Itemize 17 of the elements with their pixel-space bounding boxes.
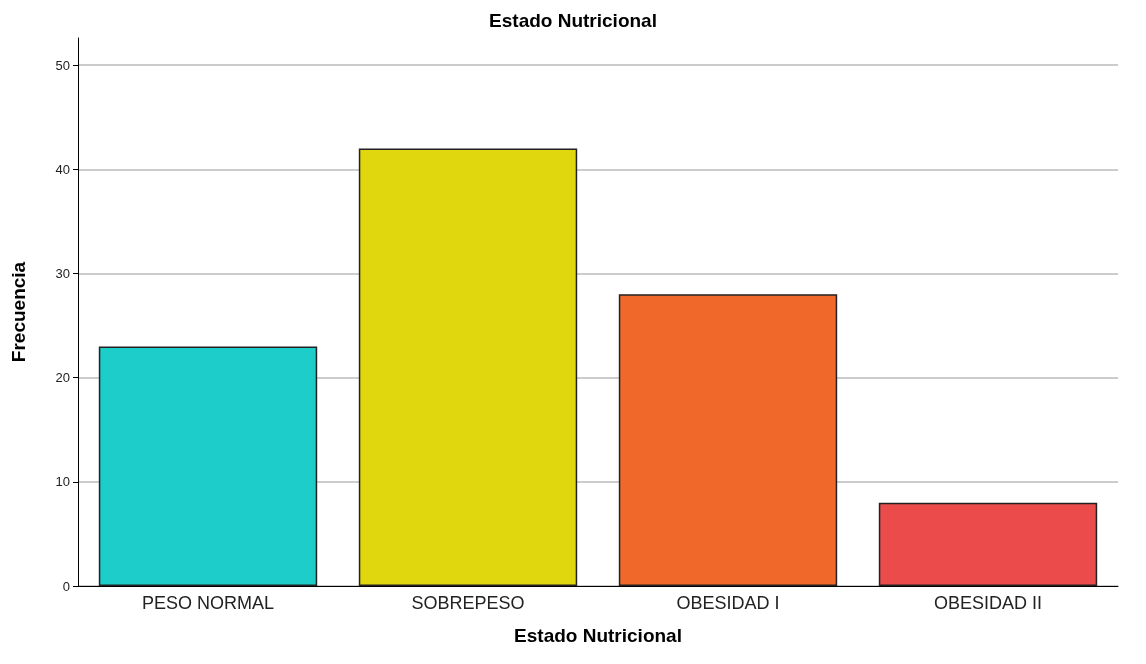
y-tick-label: 10 <box>55 474 70 490</box>
chart-title: Estado Nutricional <box>489 10 657 31</box>
y-axis-title: Frecuencia <box>8 261 29 363</box>
y-tick-label: 20 <box>55 370 70 386</box>
x-tick-label: OBESIDAD II <box>933 593 1043 613</box>
bar <box>878 502 1098 586</box>
bar <box>98 346 318 586</box>
bar <box>618 294 838 586</box>
y-tick-label: 30 <box>55 265 70 281</box>
x-tick-label: PESO NORMAL <box>141 593 275 613</box>
y-tick-label: 0 <box>62 578 70 594</box>
x-tick-label: SOBREPESO <box>411 593 525 613</box>
y-tick-label: 40 <box>55 161 70 177</box>
x-axis-title: Estado Nutricional <box>514 625 682 646</box>
bar <box>358 148 578 586</box>
x-tick-label: OBESIDAD I <box>676 593 780 613</box>
y-tick-label: 50 <box>55 57 70 73</box>
